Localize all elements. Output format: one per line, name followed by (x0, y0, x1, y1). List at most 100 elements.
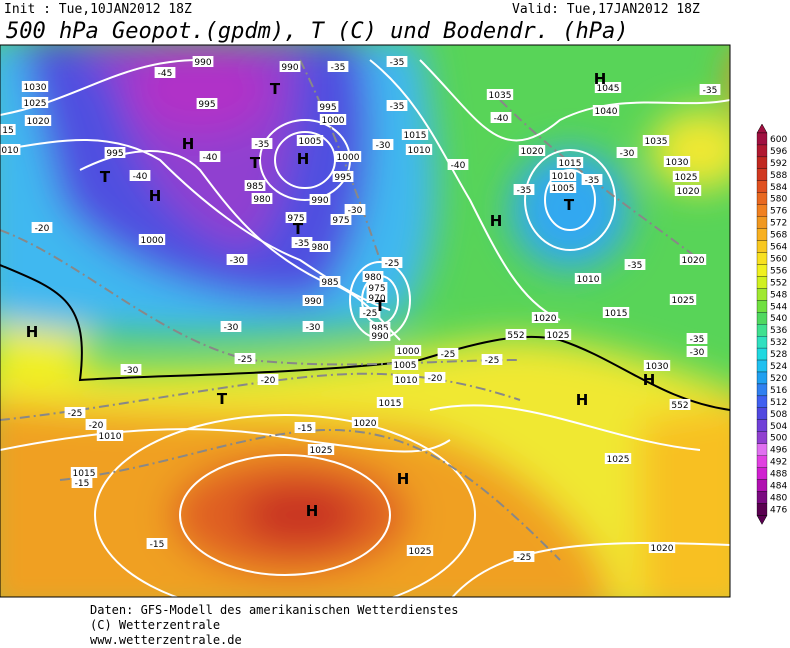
colorbar-cell (756, 419, 768, 432)
temperature-label-box (513, 551, 535, 562)
pressure-label: 1005 (394, 361, 417, 371)
pressure-label: 1015 (73, 469, 96, 479)
pressure-label-box (405, 144, 433, 155)
pressure-label: 1020 (534, 314, 557, 324)
pressure-label: 995 (334, 173, 351, 183)
pressure-label: 1025 (675, 173, 698, 183)
pressure-label: 1015 (605, 309, 628, 319)
colorbar-cell (756, 335, 768, 349)
pressure-label: 995 (198, 100, 215, 110)
temperature-label: -20 (89, 421, 104, 431)
pressure-center: H (26, 323, 39, 341)
pressure-label: 990 (371, 332, 388, 342)
colorbar-cell (756, 443, 768, 456)
temperature-label-box (199, 151, 221, 162)
pressure-label: 985 (246, 182, 263, 192)
pressure-label-box (319, 276, 341, 287)
temperature-label-box (447, 159, 469, 170)
temperature-label: -25 (238, 355, 253, 365)
temperature-label: -35 (255, 140, 270, 150)
pressure-label: 1015 (404, 131, 427, 141)
pressure-label: 1000 (397, 347, 420, 357)
colorbar-label: 496 (770, 446, 787, 456)
pressure-label-box (196, 98, 218, 109)
pressure-label-box (104, 147, 126, 158)
pressure-label-box (669, 294, 697, 305)
pressure-label-box (334, 151, 362, 162)
temperature-label: -20 (428, 374, 443, 384)
pressure-label-box (319, 114, 347, 125)
temperature-label-box (251, 138, 273, 149)
pressure-label: 995 (106, 149, 123, 159)
pressure-label: 980 (364, 273, 381, 283)
temperature-label-box (624, 259, 646, 270)
colorbar-label: 504 (770, 422, 787, 432)
pressure-label: 990 (311, 196, 328, 206)
temperature-label-box (291, 237, 313, 248)
pressure-label-box (21, 97, 49, 108)
pressure-label: 1025 (672, 296, 695, 306)
pressure-label-box (518, 145, 546, 156)
colorbar-cell (756, 407, 768, 420)
temperature-label: -20 (261, 376, 276, 386)
pressure-label: 1000 (337, 153, 360, 163)
colorbar-cell (756, 371, 768, 385)
temperature-label-box (294, 422, 316, 433)
colorbar-label: 528 (770, 350, 787, 360)
pressure-label: 1020 (354, 419, 377, 429)
temperature-label-box (372, 139, 394, 150)
colorbar-arrow-bottom (756, 515, 768, 525)
pressure-label: 990 (194, 58, 211, 68)
pressure-label: 1000 (322, 116, 345, 126)
temperature-label: -30 (690, 348, 705, 358)
temperature-label: -30 (376, 141, 391, 151)
pressure-center: H (643, 371, 656, 389)
colorbar-cell (756, 312, 768, 325)
colorbar-label: 480 (770, 493, 787, 503)
pressure-label-box (366, 292, 388, 303)
temperature-label: -15 (150, 540, 165, 550)
temperature-label-box (344, 204, 366, 215)
colorbar-cell (756, 467, 768, 480)
pressure-label: 970 (368, 294, 385, 304)
pressure-label-box (486, 89, 514, 100)
pressure-label: 1025 (409, 547, 432, 557)
pressure-center: T (100, 168, 111, 186)
pressure-label-box (302, 295, 324, 306)
pressure-label: 1010 (552, 172, 575, 182)
temperature-label-box (686, 346, 708, 357)
pressure-label-box (362, 271, 384, 282)
temperature-label: -40 (451, 161, 466, 171)
temperature-label-box (226, 254, 248, 265)
temperature-label: -35 (390, 58, 405, 68)
map-area: 1030 1025 1020 15 010 995 990 995 990 995 1000 1005… (0, 45, 730, 597)
pressure-label-box (401, 129, 429, 140)
temperature-label-box (146, 538, 168, 549)
colorbar-cell (756, 240, 768, 253)
temperature-label: -15 (298, 424, 313, 434)
colorbar-cell (756, 383, 768, 397)
pressure-label: 990 (281, 63, 298, 73)
pressure-label-box (394, 345, 422, 356)
pressure-center: T (293, 220, 304, 238)
pressure-center: T (564, 196, 575, 214)
temperature-label-box (302, 321, 324, 332)
pressure-label: 985 (371, 324, 388, 334)
colorbar-label: 568 (770, 231, 787, 241)
pressure-label-box (544, 329, 572, 340)
colorbar-cell (756, 144, 768, 158)
temperature-label-box (386, 56, 408, 67)
pressure-label: 010 (1, 146, 18, 156)
pressure-label: 1020 (677, 187, 700, 197)
pressure-label: 990 (304, 297, 321, 307)
colorbar-label: 508 (770, 410, 787, 420)
colorbar-cell (756, 359, 768, 373)
pressure-label-box (96, 430, 124, 441)
temperature-label-box (85, 419, 107, 430)
pressure-label-box (24, 115, 52, 126)
pressure-label: 1025 (24, 99, 47, 109)
temperature-label: -35 (585, 176, 600, 186)
pressure-label: 985 (321, 278, 338, 288)
colorbar-label: 540 (770, 314, 787, 324)
pressure-label: 1025 (547, 331, 570, 341)
